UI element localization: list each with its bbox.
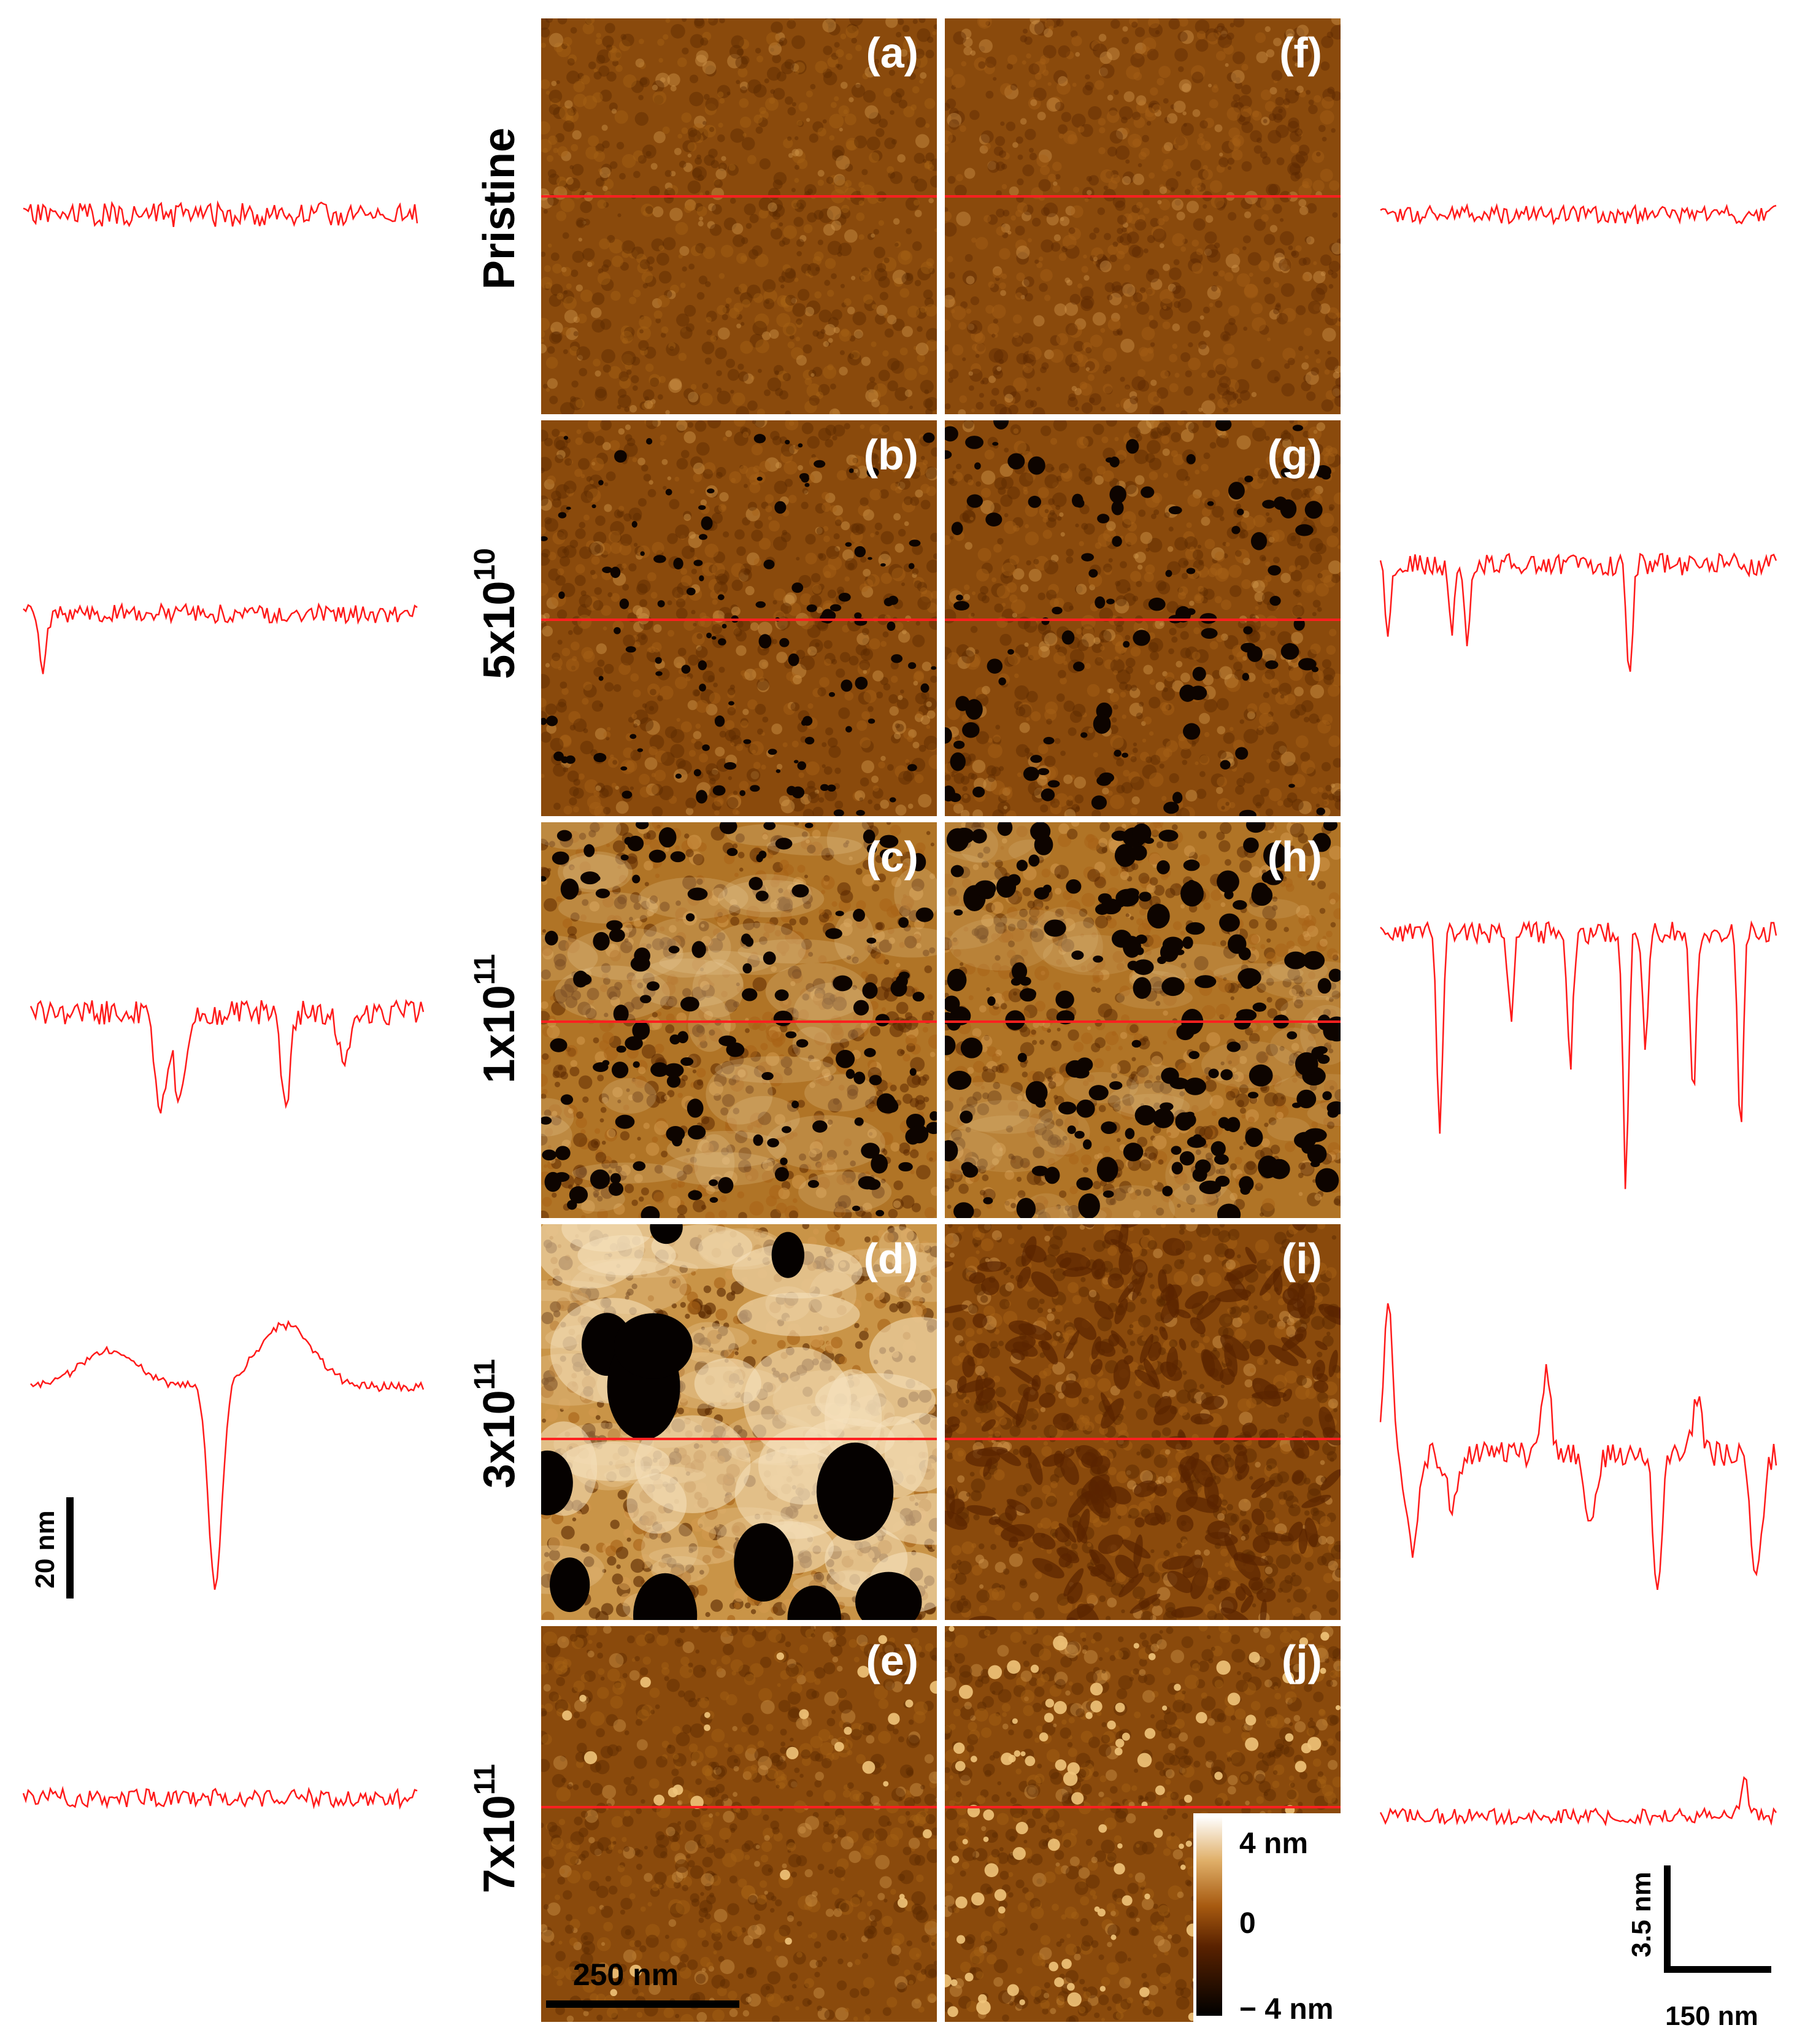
- dose-label-0: Pristine: [475, 128, 524, 290]
- colorbar-mid-label: 0: [1239, 1907, 1256, 1940]
- height-profiles-right: [1379, 202, 1777, 1827]
- colorbar-max-label: 4 nm: [1239, 1827, 1308, 1860]
- afm-panel-g: (g): [945, 420, 1341, 816]
- profile-e: [22, 1786, 418, 1810]
- profile-h: [1380, 920, 1777, 1189]
- right-scale-vertical-label: 3.5 nm: [1626, 1872, 1657, 1957]
- colorbar-gradient: [1196, 1816, 1222, 2016]
- afm-panel-b: (b): [541, 420, 937, 816]
- colorbar-min-label: − 4 nm: [1239, 1993, 1333, 2026]
- afm-image-grid: (a) (b) (c) (d) (e) (f) (g) (h) (i) (j): [541, 18, 1341, 2025]
- right-scale-horizontal-label: 150 nm: [1665, 2001, 1758, 2031]
- image-scale-label: 250 nm: [573, 1957, 679, 1992]
- profile-i: [1379, 1303, 1777, 1590]
- panel-label: (g): [1268, 431, 1322, 479]
- profile-f: [1380, 202, 1777, 226]
- afm-panel-a: (a): [541, 18, 937, 414]
- afm-panel-c: (c): [541, 822, 937, 1218]
- right-scale-horizontal: [1664, 1966, 1771, 1973]
- image-scale-bar: 250 nm: [546, 1957, 739, 2008]
- profile-a: [23, 200, 418, 228]
- panel-label: (i): [1282, 1235, 1322, 1282]
- image-scale-line: [546, 2000, 739, 2008]
- right-scale-bar: 3.5 nm 150 nm: [1626, 1865, 1771, 2031]
- dose-label-3: 3x1011: [469, 1359, 524, 1489]
- afm-panel-e: (e): [541, 1626, 937, 2022]
- panel-label: (a): [866, 29, 918, 77]
- dose-label-1: 5x1010: [469, 548, 524, 679]
- height-profiles-left: [22, 200, 425, 1810]
- panel-label: (h): [1268, 833, 1322, 881]
- left-scale-bar: 20 nm: [30, 1497, 74, 1599]
- afm-panel-h: (h): [945, 822, 1341, 1218]
- profile-j: [1379, 1776, 1777, 1827]
- left-scale-label: 20 nm: [30, 1510, 60, 1588]
- profile-b: [23, 602, 418, 674]
- profile-d: [30, 1319, 425, 1590]
- right-scale-vertical: [1664, 1865, 1671, 1973]
- colorbar: 4 nm 0 − 4 nm: [1193, 1813, 1341, 2040]
- profile-c: [29, 998, 425, 1114]
- panel-label: (f): [1279, 29, 1322, 77]
- panel-label: (b): [864, 431, 918, 479]
- dose-label-2: 1x1011: [469, 954, 524, 1084]
- afm-panel-d: (d): [541, 1224, 937, 1620]
- panel-label: (d): [864, 1235, 918, 1282]
- panel-label: (j): [1282, 1637, 1322, 1684]
- profile-g: [1379, 552, 1777, 672]
- dose-label-4: 7x1011: [469, 1764, 524, 1894]
- panel-label: (c): [866, 833, 918, 881]
- dose-labels: Pristine 5x1010 1x1011 3x1011 7x1011: [469, 128, 524, 1894]
- panel-label: (e): [866, 1637, 918, 1684]
- left-scale-line: [66, 1497, 74, 1599]
- afm-panel-i: (i): [945, 1224, 1341, 1620]
- afm-panel-f: (f): [945, 18, 1341, 414]
